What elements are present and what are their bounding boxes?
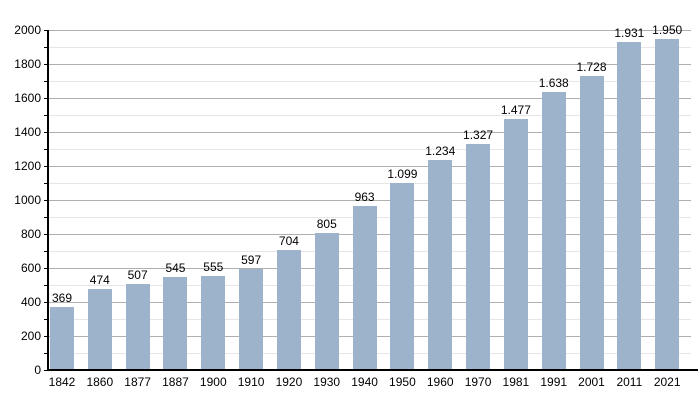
major-gridline: [48, 97, 691, 99]
bar-value-label: 963: [354, 190, 375, 205]
bar-value-label: 1.638: [538, 75, 569, 90]
y-axis-label: 600: [20, 261, 41, 275]
bar-1920: [276, 250, 301, 370]
x-axis-label: 2011: [616, 375, 643, 389]
bar-1910: [239, 268, 264, 370]
minor-gridline: [48, 46, 691, 48]
x-axis-label: 2001: [578, 375, 605, 389]
bar-value-label: 1.477: [500, 102, 531, 117]
y-axis-tick: [44, 233, 48, 235]
y-axis-tick: [44, 369, 48, 371]
x-axis-label: 1940: [351, 375, 378, 389]
y-axis-tick: [44, 318, 48, 320]
y-axis-tick: [44, 250, 48, 252]
major-gridline: [48, 165, 691, 167]
major-gridline: [48, 29, 691, 31]
x-axis-label: 1860: [86, 375, 114, 389]
minor-gridline: [48, 114, 691, 116]
bar-value-label: 1.234: [425, 144, 456, 159]
bar-1900: [201, 275, 226, 370]
y-axis-tick: [44, 97, 48, 99]
y-axis-tick: [44, 63, 48, 65]
y-axis-label: 1400: [14, 125, 41, 139]
y-axis-line: [47, 30, 49, 371]
bar-value-label: 1.099: [387, 167, 418, 182]
minor-gridline: [48, 80, 691, 82]
bar-1842: [50, 307, 74, 370]
bar-1940: [352, 206, 377, 370]
y-axis-tick: [44, 301, 48, 303]
y-axis-tick: [44, 352, 48, 354]
minor-gridline: [48, 182, 691, 184]
x-axis-label: 1900: [199, 375, 227, 389]
bar-value-label: 704: [278, 234, 299, 249]
bar-1887: [163, 277, 188, 370]
y-axis-label: 0: [34, 363, 41, 377]
bar-value-label: 597: [241, 252, 262, 267]
y-axis-label: 1600: [14, 91, 41, 105]
major-gridline: [48, 63, 691, 65]
bar-value-label: 1.931: [614, 25, 645, 40]
y-axis-label: 800: [20, 227, 41, 241]
x-axis-label: 1930: [313, 375, 341, 389]
bar-1991: [541, 91, 566, 370]
bar-value-label: 545: [165, 261, 186, 276]
bar-1981: [503, 118, 528, 370]
x-axis-label: 1991: [540, 375, 568, 389]
bar-value-label: 507: [127, 267, 148, 282]
bar-1960: [428, 160, 453, 370]
y-axis-tick: [44, 148, 48, 150]
bar-2021: [655, 38, 680, 370]
major-gridline: [48, 131, 691, 133]
major-gridline: [48, 199, 691, 201]
bar-1930: [314, 233, 339, 370]
x-axis-label: 1970: [464, 375, 492, 389]
y-axis-tick: [44, 182, 48, 184]
bar-value-label: 1.327: [463, 128, 494, 143]
y-axis-tick: [44, 29, 48, 31]
x-axis-label: 1950: [389, 375, 416, 389]
x-axis-label: 2021: [653, 375, 681, 389]
bar-1950: [390, 183, 415, 370]
y-axis-label: 1200: [14, 159, 41, 173]
x-axis-label: 1842: [48, 375, 76, 389]
x-axis-label: 1887: [162, 375, 189, 389]
bar-1877: [125, 283, 150, 370]
y-axis-tick: [44, 131, 48, 133]
bar-value-label: 1.950: [652, 22, 683, 37]
minor-gridline: [48, 148, 691, 150]
bar-2011: [617, 41, 642, 370]
x-axis-label: 1920: [275, 375, 303, 389]
x-axis-label: 1877: [124, 375, 151, 389]
bar-1970: [466, 144, 491, 370]
bar-value-label: 369: [51, 291, 73, 306]
y-axis-tick: [44, 46, 48, 48]
y-axis-label: 2000: [14, 23, 41, 37]
bar-2001: [579, 76, 604, 370]
y-axis-tick: [44, 267, 48, 269]
y-axis-tick: [44, 199, 48, 201]
y-axis-tick: [44, 80, 48, 82]
x-axis-label: 1910: [237, 375, 265, 389]
y-axis-tick: [44, 114, 48, 116]
y-axis-tick: [44, 165, 48, 167]
bar-value-label: 805: [316, 217, 337, 232]
x-axis-label: 1960: [426, 375, 454, 389]
y-axis-tick: [44, 284, 48, 286]
y-axis-label: 1800: [14, 57, 41, 71]
y-axis-label: 400: [20, 295, 41, 309]
x-axis-label: 1981: [502, 375, 530, 389]
bar-value-label: 474: [89, 273, 110, 288]
y-axis-label: 200: [20, 329, 41, 343]
x-axis-line: [47, 369, 698, 371]
y-axis-tick: [44, 216, 48, 218]
y-axis-label: 1000: [14, 193, 41, 207]
bar-value-label: 555: [203, 259, 224, 274]
bar-value-label: 1.728: [576, 60, 607, 75]
y-axis-tick: [44, 335, 48, 337]
bar-1860: [87, 289, 112, 370]
